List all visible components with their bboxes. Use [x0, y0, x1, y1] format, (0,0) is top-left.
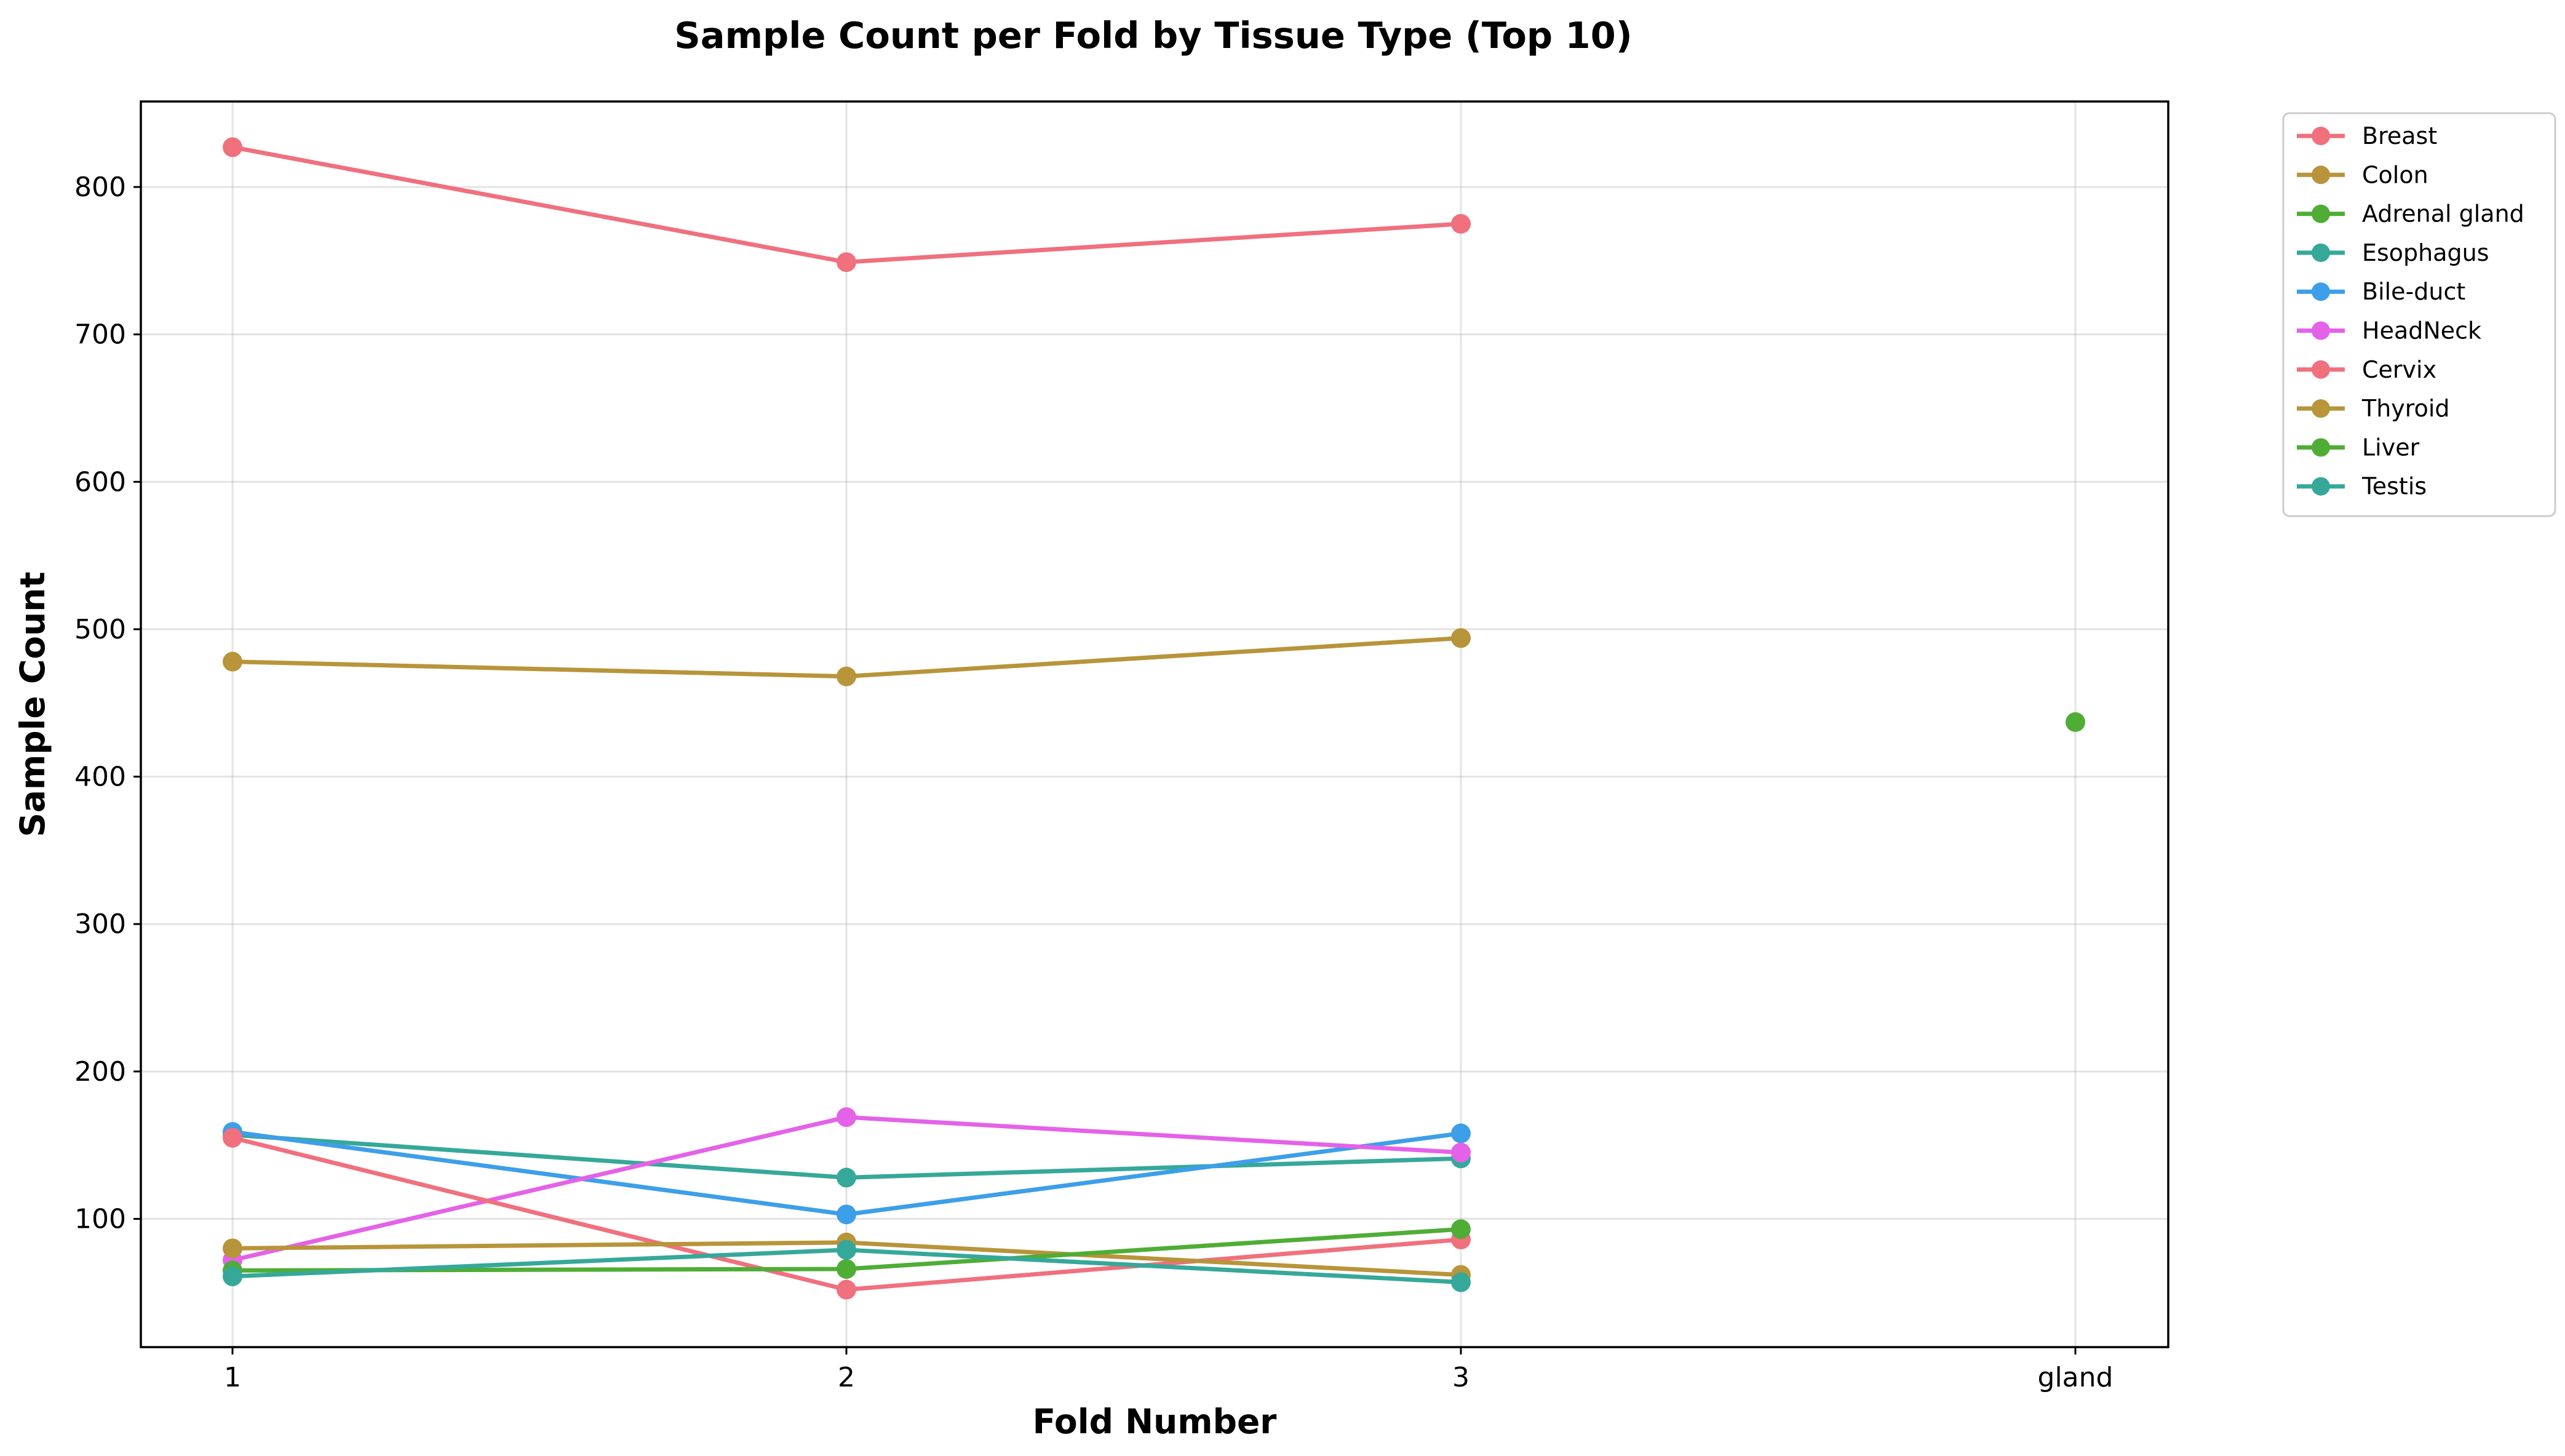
- legend-item: Thyroid: [2297, 395, 2450, 422]
- legend-item: Cervix: [2297, 356, 2436, 383]
- legend-label: Colon: [2362, 161, 2428, 188]
- legend-label: Bile-duct: [2362, 278, 2465, 305]
- legend-label: Thyroid: [2361, 395, 2450, 422]
- legend-item: HeadNeck: [2297, 317, 2481, 344]
- data-point: [223, 1128, 242, 1148]
- grid: [141, 101, 2168, 1347]
- series-testis: [223, 1239, 1471, 1292]
- y-tick-label: 700: [74, 319, 126, 351]
- x-axis-ticks: 1 2 3 gland: [224, 1347, 2113, 1393]
- y-axis-ticks: 100 200 300 400 500 600 700 800: [74, 172, 141, 1235]
- data-point: [223, 651, 242, 672]
- legend-marker: [2312, 321, 2330, 340]
- y-tick-label: 800: [74, 172, 126, 203]
- data-point: [837, 1279, 856, 1300]
- legend-marker: [2312, 438, 2330, 457]
- legend-item: Liver: [2297, 434, 2420, 461]
- legend-item: Testis: [2297, 473, 2427, 500]
- series-adrenal-gland: [2066, 712, 2085, 732]
- y-tick-label: 500: [74, 614, 126, 645]
- legend-label: Testis: [2361, 473, 2427, 500]
- data-point: [1451, 1123, 1471, 1144]
- data-point: [837, 1239, 856, 1260]
- data-point: [837, 1204, 856, 1225]
- legend-marker: [2312, 165, 2330, 185]
- data-point: [837, 1259, 856, 1279]
- chart-title: Sample Count per Fold by Tissue Type (To…: [674, 14, 1632, 57]
- data-point: [837, 666, 856, 686]
- legend-label: Cervix: [2362, 356, 2436, 383]
- y-tick-label: 200: [74, 1056, 126, 1088]
- y-tick-label: 100: [74, 1204, 126, 1235]
- legend-marker: [2312, 204, 2330, 223]
- legend-label: HeadNeck: [2362, 317, 2481, 344]
- data-point: [223, 137, 242, 157]
- legend-item: Adrenal gland: [2297, 201, 2524, 228]
- x-tick-label: 1: [224, 1362, 241, 1393]
- x-tick-label: 3: [1452, 1362, 1469, 1393]
- data-point: [2066, 712, 2085, 732]
- legend-marker: [2312, 127, 2330, 145]
- y-axis-label: Sample Count: [13, 571, 52, 837]
- legend-marker: [2312, 243, 2330, 262]
- legend-item: Esophagus: [2297, 239, 2489, 266]
- legend-item: Bile-duct: [2297, 278, 2465, 305]
- plot-area-frame: [140, 100, 2169, 1348]
- series-layer: [223, 137, 2085, 1300]
- legend-label: Breast: [2362, 122, 2437, 149]
- y-tick-label: 600: [74, 466, 126, 498]
- x-tick-label: gland: [2038, 1362, 2114, 1393]
- data-point: [837, 1168, 856, 1188]
- data-point: [223, 1266, 242, 1286]
- y-tick-label: 300: [74, 909, 126, 940]
- legend-box: [2282, 112, 2556, 517]
- legend-marker: [2312, 360, 2330, 379]
- data-point: [837, 252, 856, 273]
- series-colon: [223, 628, 1471, 686]
- legend-marker: [2312, 282, 2330, 301]
- legend-label: Liver: [2362, 434, 2420, 461]
- data-point: [1451, 213, 1471, 234]
- data-point: [1451, 1142, 1471, 1163]
- data-point: [1451, 628, 1471, 648]
- data-point: [1451, 1219, 1471, 1239]
- series-breast: [223, 137, 1471, 273]
- legend-label: Esophagus: [2362, 239, 2489, 266]
- y-tick-label: 400: [74, 762, 126, 793]
- legend-item: Breast: [2297, 122, 2437, 149]
- x-tick-label: 2: [838, 1362, 855, 1393]
- legend-label: Adrenal gland: [2362, 201, 2524, 228]
- legend-marker: [2312, 399, 2330, 418]
- legend-item: Colon: [2297, 161, 2428, 188]
- legend-marker: [2312, 477, 2330, 496]
- x-axis-label: Fold Number: [1033, 1402, 1277, 1441]
- data-point: [837, 1107, 856, 1128]
- data-point: [223, 1238, 242, 1259]
- data-point: [1451, 1272, 1471, 1292]
- legend: Breast Colon Adrenal gland Esophagus Bile-du…: [2282, 112, 2556, 517]
